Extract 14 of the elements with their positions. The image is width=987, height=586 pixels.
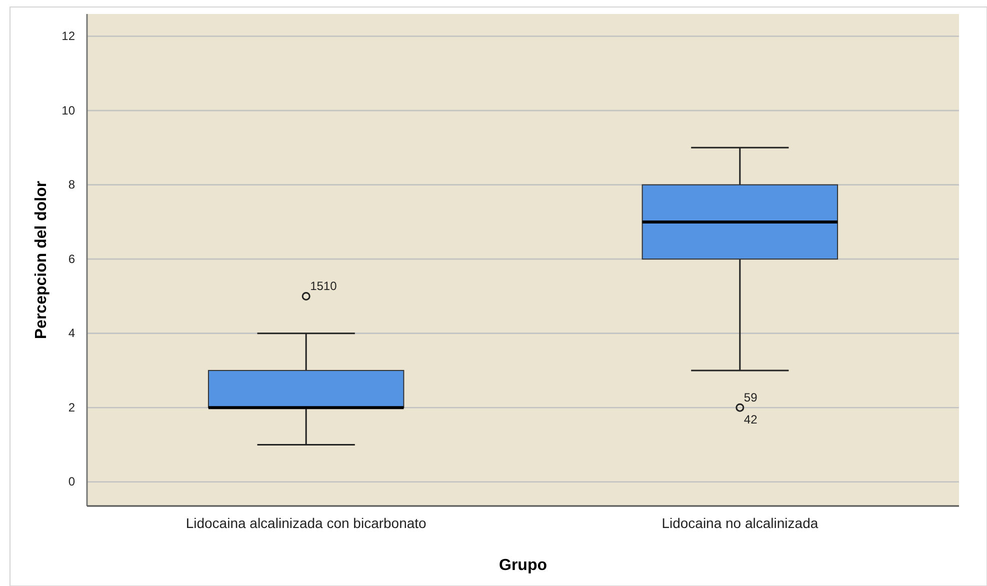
x-tick-label: Lidocaina no alcalinizada bbox=[662, 514, 818, 531]
y-axis-title: Percepcion del dolor bbox=[33, 180, 50, 340]
y-tick-label: 4 bbox=[68, 326, 76, 340]
annotation: 42 bbox=[744, 412, 758, 427]
y-tick-label: 2 bbox=[68, 400, 76, 414]
y-tick-label: 0 bbox=[68, 474, 76, 489]
y-tick-label: 6 bbox=[68, 252, 76, 266]
x-tick-label: Lidocaina alcalinizada con bicarbonato bbox=[186, 514, 427, 531]
y-tick-label: 10 bbox=[62, 103, 76, 118]
annotation: 1510 bbox=[310, 279, 338, 294]
annotation: 59 bbox=[744, 390, 758, 405]
y-tick-label: 8 bbox=[68, 178, 76, 192]
x-axis-title: Grupo bbox=[499, 557, 548, 574]
y-tick-label: 12 bbox=[62, 29, 76, 44]
